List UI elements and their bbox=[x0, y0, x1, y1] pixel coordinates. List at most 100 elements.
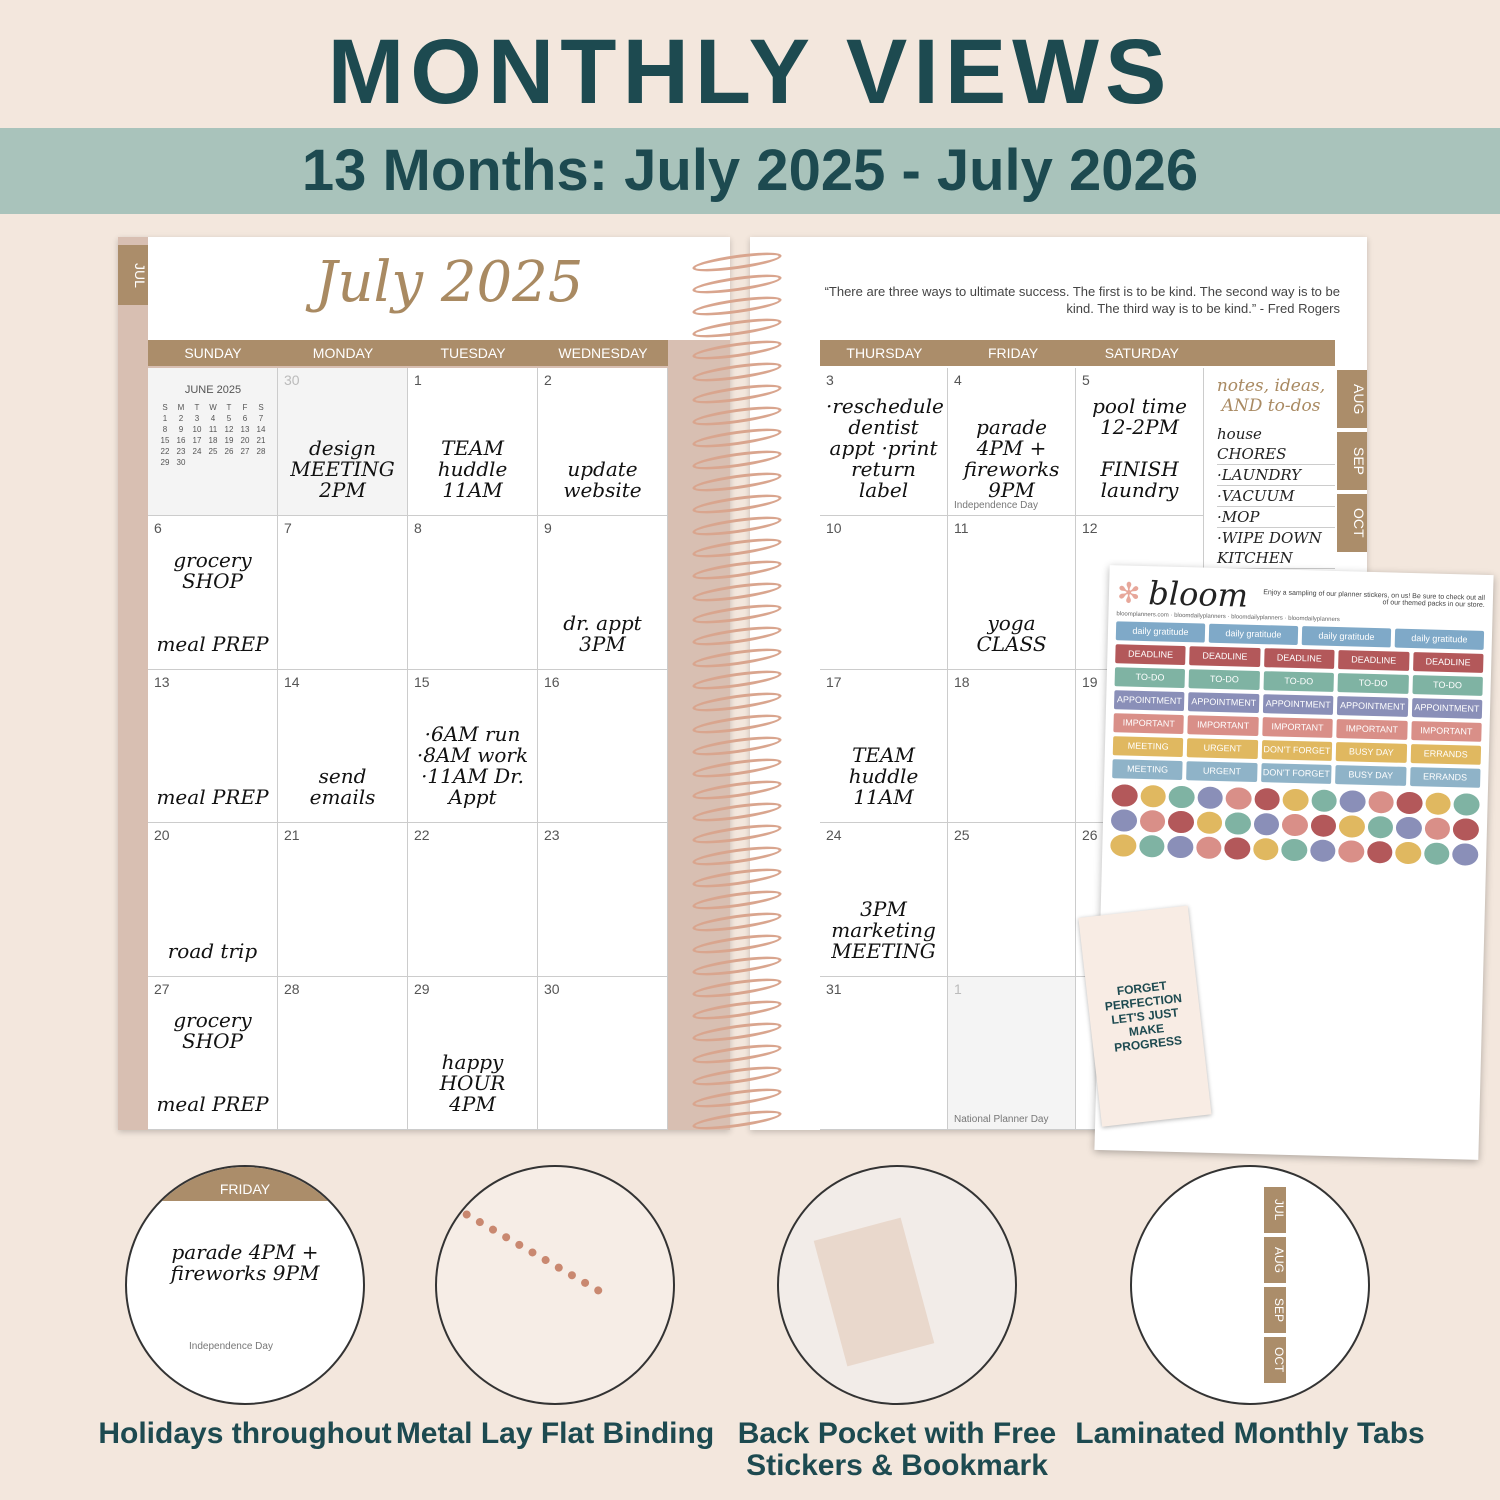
holiday-label: Independence Day bbox=[189, 1341, 273, 1352]
calendar-day-cell[interactable]: 24 3PM marketing MEETING bbox=[820, 823, 948, 977]
handwritten-note: grocery SHOP meal PREP bbox=[156, 1008, 269, 1116]
sticker-label: daily gratitude bbox=[1301, 626, 1392, 648]
calendar-day-cell[interactable]: 2 update website bbox=[538, 368, 668, 516]
circle-sticker-icon bbox=[1453, 818, 1480, 841]
mini-day: 16 bbox=[176, 436, 186, 445]
day-number: 8 bbox=[414, 520, 422, 536]
calendar-day-cell[interactable]: 15 ·6AM run ·8AM work ·11AM Dr. Appt bbox=[408, 670, 538, 823]
sticker-label: TO-DO bbox=[1188, 669, 1260, 691]
tab-jul: JUL bbox=[1264, 1187, 1286, 1233]
tab-sep[interactable]: SEP bbox=[1337, 432, 1367, 490]
month-title: July 2025 bbox=[315, 250, 584, 315]
day-number: 13 bbox=[154, 674, 170, 690]
circle-sticker-icon bbox=[1281, 838, 1308, 862]
mini-day: 30 bbox=[176, 458, 186, 467]
calendar-day-cell[interactable]: 13 meal PREP bbox=[148, 670, 278, 823]
sticker-label: ERRANDS bbox=[1409, 767, 1481, 788]
circle-sticker-icon bbox=[1167, 835, 1194, 859]
mini-day: 15 bbox=[160, 436, 170, 445]
sticker-label: DEADLINE bbox=[1338, 650, 1410, 671]
mini-day: 23 bbox=[176, 447, 186, 456]
day-number: 24 bbox=[826, 827, 842, 843]
calendar-day-cell[interactable]: 1 TEAM huddle 11AM bbox=[408, 368, 538, 516]
tab-aug[interactable]: AUG bbox=[1337, 370, 1367, 428]
note-item: ·WIPE DOWN KITCHEN bbox=[1217, 528, 1335, 569]
calendar-day-cell[interactable]: 16 bbox=[538, 670, 668, 823]
sticker-label: APPOINTMENT bbox=[1411, 698, 1483, 719]
day-number: 6 bbox=[154, 520, 162, 536]
day-number: 31 bbox=[826, 981, 842, 997]
sticker-label: IMPORTANT bbox=[1410, 721, 1482, 742]
calendar-day-cell[interactable]: 25 bbox=[948, 823, 1076, 977]
tab-oct[interactable]: OCT bbox=[1337, 494, 1367, 552]
calendar-day-cell[interactable]: 9 dr. appt 3PM bbox=[538, 516, 668, 670]
calendar-day-cell[interactable]: 18 bbox=[948, 670, 1076, 823]
mini-day: 2 bbox=[178, 414, 184, 423]
notes-panel: notes, ideas, AND to-dos house CHORES ·LA… bbox=[1207, 368, 1335, 578]
weekday-label: WEDNESDAY bbox=[558, 345, 648, 361]
mini-weekday: M bbox=[177, 403, 185, 412]
calendar-day-cell[interactable]: 1 National Planner Day bbox=[948, 977, 1076, 1130]
calendar-day-cell[interactable]: 30 bbox=[538, 977, 668, 1130]
calendar-day-cell[interactable]: 20 road trip bbox=[148, 823, 278, 977]
calendar-day-cell[interactable]: 29 happy HOUR 4PM bbox=[408, 977, 538, 1130]
circle-sticker-icon bbox=[1224, 837, 1251, 860]
calendar-day-cell[interactable]: 11 yoga CLASS bbox=[948, 516, 1076, 670]
sticker-label: IMPORTANT bbox=[1113, 713, 1185, 735]
calendar-day-cell[interactable]: 14 send emails bbox=[278, 670, 408, 823]
sticker-label: TO-DO bbox=[1337, 673, 1409, 694]
circle-sticker-icon bbox=[1139, 784, 1167, 808]
day-number: 23 bbox=[544, 827, 560, 843]
sticker-blurb: Enjoy a sampling of our planner stickers… bbox=[1263, 589, 1486, 609]
day-number: 3 bbox=[826, 372, 834, 388]
sticker-sheet: ✻ bloom Enjoy a sampling of our planner … bbox=[1078, 565, 1494, 1160]
quote: “There are three ways to ultimate succes… bbox=[824, 284, 1340, 316]
feature-caption: Metal Lay Flat Binding bbox=[395, 1417, 715, 1450]
mini-day: 14 bbox=[256, 425, 266, 434]
handwritten-note: road trip bbox=[167, 939, 258, 963]
mini-calendar-title: JUNE 2025 bbox=[184, 384, 242, 396]
day-number: 12 bbox=[1082, 520, 1098, 536]
calendar-day-cell[interactable]: 28 bbox=[278, 977, 408, 1130]
circle-sticker-icon bbox=[1396, 791, 1423, 815]
circle-sticker-icon bbox=[1139, 809, 1166, 833]
handwritten-note: yoga CLASS bbox=[976, 611, 1047, 656]
day-number: 22 bbox=[414, 827, 430, 843]
handwritten-note: TEAM huddle 11AM bbox=[848, 743, 919, 809]
sticker-label: DEADLINE bbox=[1263, 648, 1335, 669]
weekday-label: SUNDAY bbox=[184, 345, 242, 361]
circle-sticker-icon bbox=[1111, 784, 1138, 807]
calendar-day-cell[interactable]: 4 parade 4PM + fireworks 9PM Independence … bbox=[948, 368, 1076, 516]
calendar-day-cell[interactable]: 6 grocery SHOP meal PREP bbox=[148, 516, 278, 670]
brand-logo: bloom bbox=[1147, 574, 1249, 615]
calendar-day-cell[interactable]: 7 bbox=[278, 516, 408, 670]
calendar-day-cell[interactable]: 23 bbox=[538, 823, 668, 977]
circle-sticker-icon bbox=[1282, 788, 1309, 812]
sticker-label: daily gratitude bbox=[1394, 628, 1485, 650]
calendar-day-cell[interactable]: 27 grocery SHOP meal PREP bbox=[148, 977, 278, 1130]
mini-day: 5 bbox=[226, 414, 232, 423]
calendar-day-cell[interactable]: JUNE 2025 S M T W T F S 1 2 3 4 5 6 7 8 9 10 11 12 13 14 15 16 1… bbox=[148, 368, 278, 516]
day-number: 1 bbox=[414, 372, 422, 388]
calendar-day-cell[interactable]: 17 TEAM huddle 11AM bbox=[820, 670, 948, 823]
calendar-day-cell[interactable]: 3 ·reschedule dentist appt ·print return … bbox=[820, 368, 948, 516]
tab-jul[interactable]: JUL bbox=[118, 245, 148, 305]
calendar-day-cell[interactable]: 22 bbox=[408, 823, 538, 977]
calendar-day-cell[interactable]: 10 bbox=[820, 516, 948, 670]
calendar-day-cell[interactable]: 31 bbox=[820, 977, 948, 1130]
calendar-day-cell[interactable]: 30 design MEETING 2PM bbox=[278, 368, 408, 516]
calendar-day-cell[interactable]: 21 bbox=[278, 823, 408, 977]
feature-image bbox=[777, 1165, 1017, 1405]
handwritten-note: 3PM marketing MEETING bbox=[831, 897, 936, 963]
circle-sticker-icon bbox=[1224, 812, 1251, 835]
mini-day bbox=[221, 457, 237, 468]
sticker-label: IMPORTANT bbox=[1187, 715, 1259, 737]
circle-sticker-icon bbox=[1310, 814, 1337, 838]
calendar-day-cell[interactable]: 5 pool time 12-2PM FINISH laundry bbox=[1076, 368, 1204, 516]
day-number: 1 bbox=[954, 981, 962, 997]
sticker-label: URGENT bbox=[1187, 738, 1259, 760]
feature-caption: Holidays throughout bbox=[98, 1417, 392, 1450]
sticker-label: TO-DO bbox=[1114, 667, 1186, 689]
sticker-label: DEADLINE bbox=[1189, 646, 1261, 668]
calendar-day-cell[interactable]: 8 bbox=[408, 516, 538, 670]
